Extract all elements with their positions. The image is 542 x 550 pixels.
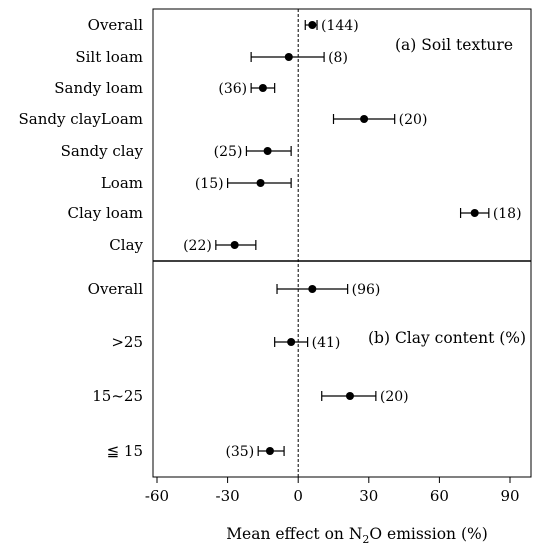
- category-label: Overall: [88, 16, 144, 34]
- category-label: Loam: [101, 174, 143, 192]
- mean-point: [308, 285, 317, 293]
- sample-size-label: (20): [399, 112, 428, 128]
- sample-size-label: (22): [183, 238, 212, 254]
- sample-size-label: (18): [493, 206, 522, 222]
- x-tick-label: -60: [145, 487, 169, 505]
- sample-size-label: (41): [312, 335, 341, 351]
- x-tick-label: 60: [430, 487, 449, 505]
- mean-point: [256, 179, 265, 187]
- sample-size-label: (144): [321, 18, 359, 34]
- category-label: ≦ 15: [107, 442, 143, 460]
- x-tick-label: 0: [293, 487, 303, 505]
- mean-point: [284, 53, 293, 61]
- panel-label: (b) Clay content (%): [368, 329, 526, 347]
- mean-point: [263, 147, 272, 155]
- sample-size-label: (36): [218, 81, 247, 97]
- mean-point: [258, 84, 267, 92]
- mean-point: [230, 241, 239, 249]
- x-tick-label: 30: [359, 487, 378, 505]
- sample-size-label: (20): [380, 389, 409, 405]
- category-label: Sandy clayLoam: [19, 110, 144, 128]
- x-tick-label: 90: [500, 487, 519, 505]
- sample-size-label: (15): [195, 176, 224, 192]
- x-tick-label: -30: [216, 487, 240, 505]
- sample-size-label: (8): [328, 50, 348, 66]
- mean-point: [308, 21, 317, 29]
- mean-point: [360, 115, 369, 123]
- mean-point: [265, 447, 274, 455]
- category-label: Clay: [109, 236, 143, 254]
- sample-size-label: (96): [352, 282, 381, 298]
- mean-point: [287, 338, 296, 346]
- sample-size-label: (35): [225, 444, 254, 460]
- x-axis-label: Mean effect on N2O emission (%): [226, 525, 488, 546]
- sample-size-label: (25): [214, 144, 243, 160]
- mean-point: [345, 392, 354, 400]
- category-label: Silt loam: [75, 48, 143, 66]
- category-label: 15~25: [92, 387, 143, 405]
- category-label: >25: [111, 333, 143, 351]
- category-label: Clay loam: [68, 204, 143, 222]
- category-label: Overall: [88, 280, 144, 298]
- panel-label: (a) Soil texture: [395, 36, 513, 54]
- plot-frame: [152, 8, 532, 478]
- mean-point: [470, 209, 479, 217]
- category-label: Sandy loam: [54, 79, 143, 97]
- category-label: Sandy clay: [61, 142, 144, 160]
